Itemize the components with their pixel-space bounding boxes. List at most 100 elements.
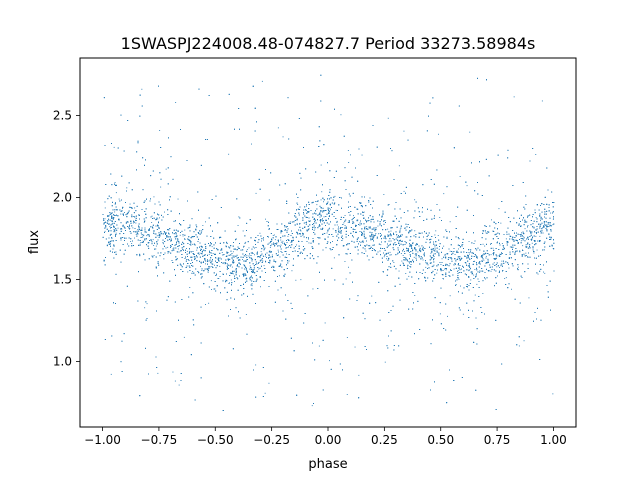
data-point <box>336 224 338 226</box>
data-point <box>468 257 470 259</box>
data-point <box>485 255 487 257</box>
data-point <box>132 227 134 229</box>
data-point <box>449 221 451 223</box>
data-point <box>493 262 495 264</box>
data-point <box>383 194 385 195</box>
data-point <box>221 252 223 253</box>
data-point <box>237 257 239 259</box>
data-point <box>159 235 161 237</box>
data-point <box>324 322 326 324</box>
data-point <box>295 279 297 281</box>
data-point <box>289 221 291 223</box>
data-point <box>332 228 334 230</box>
data-point <box>434 246 436 248</box>
data-point <box>163 258 165 260</box>
data-point <box>323 201 324 203</box>
data-point <box>229 272 231 274</box>
data-point <box>482 230 484 232</box>
data-point <box>504 278 506 279</box>
data-point <box>118 198 120 200</box>
data-point <box>455 284 457 286</box>
data-point <box>414 230 416 232</box>
data-point <box>219 276 221 277</box>
data-point <box>540 220 541 222</box>
data-point <box>211 263 213 265</box>
data-point <box>333 257 335 259</box>
data-point <box>219 236 221 238</box>
data-point <box>468 253 470 255</box>
data-point <box>508 267 510 269</box>
data-point <box>313 229 315 231</box>
data-point <box>291 270 293 272</box>
data-point <box>390 233 391 235</box>
data-point <box>251 285 253 287</box>
data-point <box>399 240 400 241</box>
data-point <box>528 297 530 299</box>
data-point <box>302 249 304 250</box>
data-point <box>146 303 148 305</box>
data-point <box>229 282 230 284</box>
data-point <box>400 227 402 229</box>
data-point <box>208 302 210 304</box>
data-point <box>106 245 108 247</box>
data-point <box>304 226 306 228</box>
data-point <box>159 217 160 219</box>
data-point <box>153 196 155 198</box>
data-point <box>198 254 200 256</box>
data-point <box>500 222 502 224</box>
data-point <box>261 80 263 82</box>
data-point <box>111 237 112 238</box>
data-point <box>258 268 260 270</box>
data-point <box>268 242 270 244</box>
data-point <box>511 288 512 290</box>
data-point <box>184 238 185 240</box>
data-point <box>183 336 185 338</box>
data-point <box>238 262 240 263</box>
data-point <box>265 261 267 263</box>
data-point <box>363 211 365 213</box>
data-point <box>460 285 461 287</box>
data-point <box>280 232 282 234</box>
data-point <box>461 245 463 247</box>
data-point <box>468 270 470 272</box>
data-point <box>437 235 439 236</box>
data-point <box>344 215 346 216</box>
data-point <box>218 258 220 259</box>
data-point <box>431 257 433 258</box>
data-point <box>549 222 551 224</box>
data-point <box>403 130 405 132</box>
data-point <box>345 278 347 280</box>
data-point <box>157 372 159 374</box>
data-point <box>537 273 539 275</box>
data-point <box>117 209 118 211</box>
data-point <box>344 225 346 226</box>
data-point <box>210 280 212 282</box>
data-point <box>243 264 245 266</box>
data-point <box>397 253 399 255</box>
data-point <box>492 247 494 249</box>
data-point <box>524 228 526 230</box>
data-point <box>371 234 373 236</box>
data-point <box>348 266 349 268</box>
data-point <box>117 227 119 229</box>
data-point <box>444 265 446 266</box>
data-point <box>260 254 262 256</box>
data-point <box>239 248 240 249</box>
data-point <box>157 218 159 220</box>
data-point <box>430 258 432 260</box>
data-point <box>245 241 247 243</box>
data-point <box>208 266 210 268</box>
data-point <box>553 216 554 217</box>
data-point <box>427 264 429 266</box>
data-point <box>365 250 367 252</box>
data-point <box>265 255 267 257</box>
data-point <box>390 227 392 229</box>
data-point <box>268 382 270 384</box>
data-point <box>219 265 221 267</box>
data-point <box>182 249 184 250</box>
data-point <box>366 226 368 228</box>
data-point <box>155 245 157 247</box>
data-point <box>160 186 162 188</box>
data-point <box>523 340 525 342</box>
data-point <box>407 248 409 249</box>
